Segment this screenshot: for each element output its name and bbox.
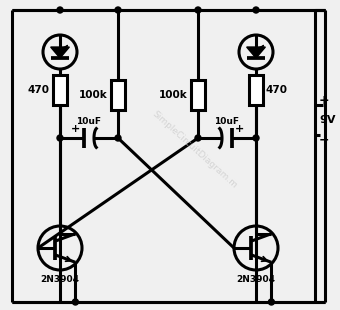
Text: 10uF: 10uF bbox=[215, 117, 239, 126]
Text: 470: 470 bbox=[28, 85, 50, 95]
Text: 100k: 100k bbox=[159, 90, 188, 100]
Circle shape bbox=[115, 135, 121, 141]
Text: SimpleCircuitDiagram.m: SimpleCircuitDiagram.m bbox=[151, 109, 239, 190]
Circle shape bbox=[72, 299, 79, 305]
Text: +: + bbox=[71, 124, 81, 134]
Circle shape bbox=[253, 135, 259, 141]
Polygon shape bbox=[246, 47, 265, 58]
Text: +: + bbox=[319, 94, 329, 107]
Bar bbox=[191, 80, 205, 110]
Text: 100k: 100k bbox=[79, 90, 108, 100]
Circle shape bbox=[195, 135, 201, 141]
Bar bbox=[111, 80, 125, 110]
Text: 2N3904: 2N3904 bbox=[237, 275, 275, 284]
Text: +: + bbox=[235, 124, 244, 134]
Circle shape bbox=[253, 7, 259, 13]
Text: 2N3904: 2N3904 bbox=[40, 275, 80, 284]
Polygon shape bbox=[51, 47, 69, 58]
Text: 470: 470 bbox=[266, 85, 288, 95]
Circle shape bbox=[115, 7, 121, 13]
Circle shape bbox=[195, 7, 201, 13]
Text: −: − bbox=[319, 134, 329, 147]
Circle shape bbox=[268, 299, 274, 305]
Text: 10uF: 10uF bbox=[76, 117, 102, 126]
Circle shape bbox=[57, 135, 63, 141]
Bar bbox=[249, 75, 263, 105]
Text: 9V: 9V bbox=[319, 115, 336, 125]
Circle shape bbox=[57, 7, 63, 13]
Bar bbox=[53, 75, 67, 105]
